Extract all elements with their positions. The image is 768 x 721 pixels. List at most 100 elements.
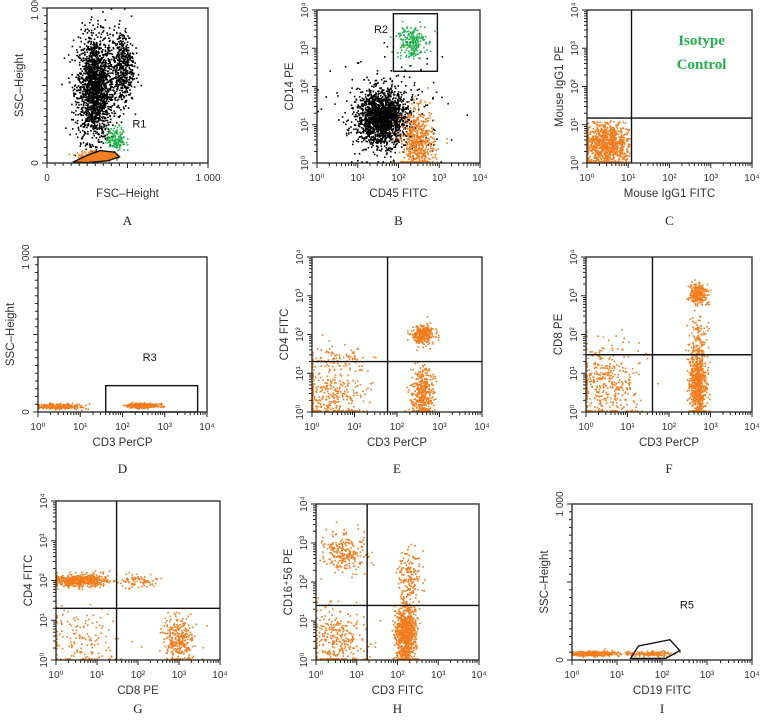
data-point <box>369 123 371 125</box>
data-point <box>400 146 403 148</box>
data-point <box>433 148 435 151</box>
data-point <box>378 127 381 129</box>
data-point <box>119 89 121 91</box>
data-point <box>87 151 90 154</box>
data-point <box>368 112 370 114</box>
data-point <box>100 71 102 73</box>
data-point <box>378 125 380 128</box>
data-point <box>390 122 392 124</box>
data-point <box>95 117 98 119</box>
data-point <box>375 110 378 112</box>
data-point <box>81 77 84 79</box>
data-point <box>365 122 368 124</box>
data-point <box>119 144 122 146</box>
data-point <box>140 84 143 87</box>
data-point <box>103 38 105 40</box>
data-point <box>89 69 91 71</box>
data-point <box>86 143 89 146</box>
data-point <box>372 100 374 103</box>
data-point <box>83 59 85 62</box>
data-point <box>406 101 408 103</box>
data-point <box>135 52 138 55</box>
data-point <box>400 112 402 114</box>
data-point <box>432 128 435 131</box>
data-point <box>376 133 378 136</box>
data-point <box>128 64 130 67</box>
data-point <box>421 129 423 132</box>
data-point <box>86 48 88 51</box>
data-point <box>106 65 108 68</box>
data-point <box>117 78 120 81</box>
data-point <box>417 104 420 107</box>
data-point <box>91 57 93 60</box>
data-point <box>397 91 400 93</box>
data-point <box>95 52 97 55</box>
data-point <box>95 50 98 52</box>
data-point <box>77 74 80 76</box>
data-point <box>101 65 103 67</box>
data-point <box>399 104 401 107</box>
data-point <box>91 60 93 62</box>
data-point <box>115 85 118 87</box>
data-point <box>78 61 81 64</box>
data-point <box>92 58 94 61</box>
data-point <box>365 99 368 101</box>
data-point <box>101 93 103 95</box>
data-point <box>389 106 392 108</box>
data-point <box>397 100 399 103</box>
data-point <box>419 102 422 105</box>
data-point <box>398 95 400 98</box>
data-point <box>115 143 117 145</box>
data-point <box>384 120 387 122</box>
data-point <box>84 54 86 56</box>
data-point <box>90 76 93 79</box>
data-point <box>93 77 96 79</box>
data-point <box>371 130 374 132</box>
data-point <box>379 117 381 120</box>
data-point <box>89 76 92 78</box>
data-point <box>133 78 136 80</box>
data-point <box>94 118 97 121</box>
data-point <box>76 119 79 122</box>
data-point <box>356 62 359 64</box>
data-point <box>107 58 110 60</box>
data-point <box>367 111 370 113</box>
data-point <box>113 25 116 28</box>
data-point <box>354 124 357 126</box>
data-point <box>87 41 89 44</box>
data-point <box>381 138 383 141</box>
data-point <box>361 137 363 139</box>
data-point <box>73 112 75 114</box>
data-point <box>372 121 375 123</box>
data-point <box>97 109 100 112</box>
data-point <box>380 139 382 141</box>
data-point <box>98 105 100 107</box>
data-point <box>378 116 380 119</box>
data-point <box>119 43 122 45</box>
data-point <box>416 141 418 143</box>
data-point <box>383 116 385 119</box>
data-point <box>90 29 93 32</box>
data-point <box>100 109 102 112</box>
data-point <box>96 131 99 134</box>
data-point <box>84 93 87 95</box>
data-point <box>124 85 127 88</box>
data-point <box>80 82 82 84</box>
data-point <box>107 62 109 65</box>
data-point <box>384 134 387 137</box>
data-point <box>384 133 387 135</box>
data-point <box>388 120 390 123</box>
data-point <box>374 124 377 127</box>
data-point <box>110 49 113 52</box>
data-point <box>422 149 424 152</box>
data-point <box>389 123 392 126</box>
data-point <box>390 119 392 121</box>
data-point <box>383 108 386 111</box>
data-point <box>368 90 370 92</box>
data-point <box>355 115 357 118</box>
data-point <box>368 103 371 106</box>
data-point <box>400 115 403 117</box>
events <box>317 20 469 163</box>
data-point <box>81 92 84 95</box>
data-point <box>351 113 354 115</box>
